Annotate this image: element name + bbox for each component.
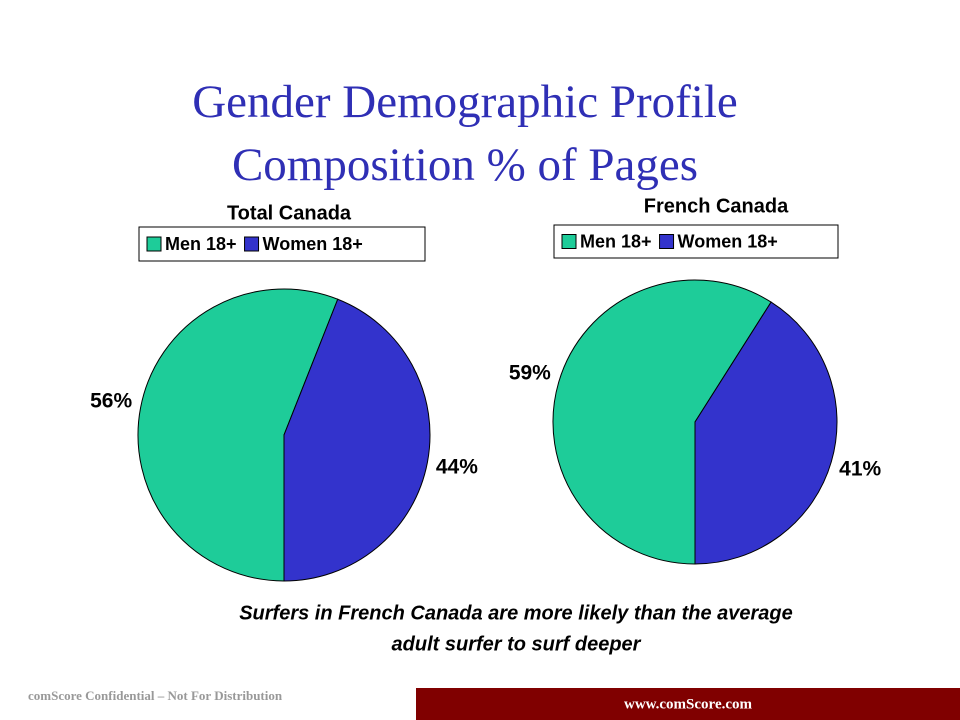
pie-slice (552, 279, 772, 565)
legend-label: Women 18+ (263, 234, 363, 254)
chart-title: Total Canada (227, 202, 352, 224)
value-label: 59% (509, 362, 551, 385)
value-label: 56% (90, 390, 132, 413)
footer-bar (416, 688, 960, 720)
footer-right: www.comScore.com (624, 696, 753, 712)
legend-swatch (244, 236, 260, 252)
pie-slice (137, 288, 339, 582)
legend-swatch (146, 236, 162, 252)
legend-box (138, 226, 426, 262)
caption: Surfers in French Canada are more likely… (239, 602, 793, 624)
legend-label: Women 18+ (678, 231, 778, 251)
caption: adult surfer to surf deeper (392, 633, 642, 655)
legend-label: Men 18+ (580, 231, 652, 251)
legend-label: Men 18+ (165, 234, 237, 254)
slide-title: Gender Demographic Profile (192, 76, 738, 128)
footer-left: comScore Confidential – Not For Distribu… (28, 688, 283, 703)
slide-title: Composition % of Pages (232, 139, 698, 191)
legend-swatch (659, 234, 675, 249)
pie-slice (283, 298, 431, 582)
pie-slice (694, 301, 838, 565)
chart-title: French Canada (644, 195, 789, 217)
value-label: 41% (839, 458, 881, 481)
value-label: 44% (436, 456, 478, 479)
legend-swatch (561, 234, 577, 249)
legend-box (553, 224, 839, 259)
